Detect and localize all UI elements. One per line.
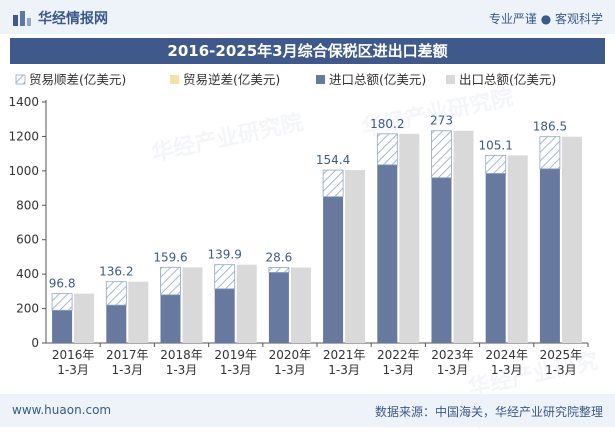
x-tick-label: 2023年 1-3月	[431, 348, 474, 377]
data-label: 96.8	[49, 277, 76, 291]
data-label: 105.1	[479, 138, 513, 152]
surplus-bar	[214, 264, 236, 290]
legend-swatch	[170, 75, 179, 84]
data-source: 数据来源：中国海关，华经产业研究院整理	[374, 405, 603, 419]
surplus-bar	[431, 130, 452, 179]
import-bar	[431, 177, 452, 343]
import-bar	[106, 305, 127, 343]
legend-swatch	[316, 75, 325, 84]
import-bar	[323, 196, 344, 343]
legend-label: 贸易逆差(亿美元)	[183, 72, 280, 87]
footer-url: www.huaon.com	[12, 403, 112, 417]
export-bar	[128, 281, 149, 343]
x-tick-label: 2024年 1-3月	[485, 348, 528, 377]
export-bar	[74, 293, 95, 343]
legend-item: 出口总额(亿美元)	[446, 72, 556, 87]
export-bar	[453, 130, 474, 343]
export-bar	[345, 170, 366, 343]
x-tick-label: 2021年 1-3月	[323, 348, 366, 377]
legend-swatch	[15, 74, 26, 85]
tagline: 专业严谨 ● 客观科学	[488, 12, 603, 26]
brand: 华经情报网	[12, 8, 108, 28]
x-tick-label: 2020年 1-3月	[269, 348, 312, 377]
brand-logo-icon	[13, 11, 31, 26]
x-tick-label: 2016年 1-3月	[52, 348, 95, 377]
export-bar	[182, 267, 203, 343]
data-label: 180.2	[370, 117, 404, 131]
import-bar	[485, 173, 506, 343]
legend-label: 贸易顺差(亿美元)	[29, 72, 126, 87]
brand-name: 华经情报网	[38, 11, 108, 27]
x-tick-label: 2017年 1-3月	[106, 348, 149, 377]
data-label: 28.6	[266, 250, 293, 264]
data-label: 273	[430, 114, 453, 128]
y-tick-label: 400	[16, 267, 39, 281]
data-label: 186.5	[533, 120, 567, 134]
data-label: 154.4	[316, 153, 350, 167]
y-tick-label: 200	[16, 302, 39, 316]
data-label: 139.9	[208, 248, 242, 262]
surplus-bar	[105, 281, 127, 306]
legend-item: 贸易顺差(亿美元)	[15, 72, 126, 87]
y-tick-label: 600	[16, 233, 39, 247]
export-bar	[236, 264, 257, 343]
top-banner: 华经情报网 专业严谨 ● 客观科学	[0, 0, 615, 34]
data-label: 136.2	[99, 265, 133, 279]
import-bar	[377, 164, 398, 343]
surplus-bar	[539, 136, 561, 170]
surplus-bar	[376, 133, 398, 166]
export-bar	[290, 267, 311, 343]
legend-item: 进口总额(亿美元)	[316, 72, 426, 87]
export-bar	[399, 133, 420, 343]
surplus-bar	[268, 267, 290, 273]
legend-item: 贸易逆差(亿美元)	[170, 72, 280, 87]
footer: www.huaon.com 数据来源：中国海关，华经产业研究院整理	[0, 394, 615, 427]
surplus-bar	[160, 266, 181, 296]
import-bar	[539, 168, 560, 343]
data-label: 159.6	[153, 250, 187, 264]
surplus-bar	[322, 169, 344, 198]
y-tick-label: 1400	[8, 95, 39, 109]
import-bar	[160, 294, 181, 343]
x-tick-label: 2019年 1-3月	[214, 348, 257, 377]
surplus-bar	[51, 293, 73, 311]
x-tick-label: 2022年 1-3月	[377, 348, 420, 377]
chart-title: 2016-2025年3月综合保税区进出口差额	[167, 42, 448, 60]
export-bar	[507, 155, 528, 343]
surplus-bar	[485, 154, 507, 174]
x-tick-label: 2018年 1-3月	[160, 348, 203, 377]
chart-area: 贸易顺差(亿美元) 贸易逆差(亿美元) 进口总额(亿美元) 出口总额(亿美元) 0 200…	[8, 72, 589, 377]
y-tick-label: 800	[16, 198, 39, 212]
x-tick-label: 2025年 1-3月	[540, 348, 583, 377]
title-bar: 2016-2025年3月综合保税区进出口差额	[10, 38, 605, 64]
y-tick-label: 1000	[8, 164, 39, 178]
y-tick-label: 0	[31, 336, 39, 350]
legend-label: 出口总额(亿美元)	[459, 72, 556, 87]
y-tick-label: 1200	[8, 129, 39, 143]
legend-label: 进口总额(亿美元)	[329, 72, 426, 87]
import-bar	[214, 288, 235, 343]
export-bar	[561, 136, 582, 343]
legend-swatch	[446, 75, 455, 84]
import-bar	[52, 310, 73, 343]
import-bar	[268, 272, 289, 343]
